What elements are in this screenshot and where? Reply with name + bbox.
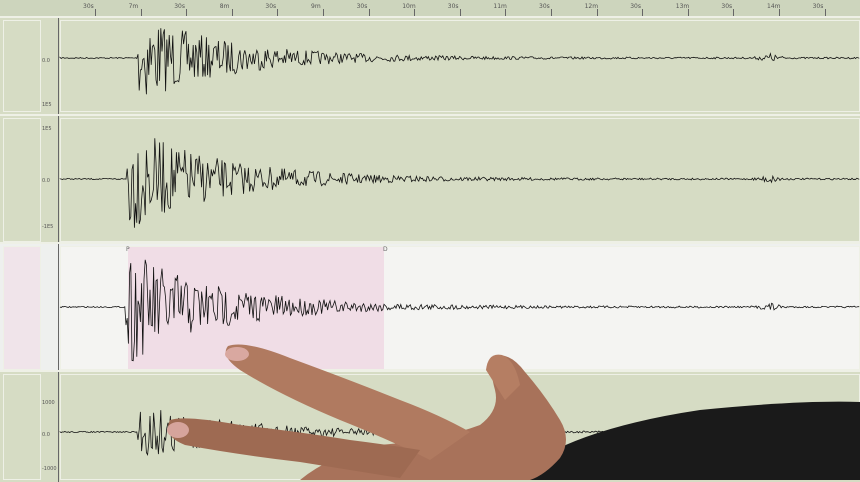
- time-tick-label: 30s: [265, 3, 277, 10]
- time-tick: [779, 9, 780, 17]
- time-tick-label: 30s: [539, 3, 550, 10]
- time-tick-label: 13m: [675, 3, 690, 10]
- channel-label-box: [3, 20, 41, 112]
- thumb: [486, 354, 520, 400]
- channel-label-box: [3, 246, 41, 370]
- hand: [167, 344, 860, 480]
- time-tick-label: 30s: [174, 3, 185, 10]
- index-finger: [225, 344, 470, 460]
- time-tick: [414, 9, 416, 17]
- time-tick: [824, 9, 826, 17]
- channel-label-box: [3, 118, 41, 242]
- seismogram-channel-2: 1E5 0.0 -1E5: [0, 114, 860, 244]
- time-tick: [551, 9, 552, 17]
- time-tick: [186, 9, 188, 17]
- time-tick-label: 11m: [493, 3, 507, 10]
- seismogram-channel-1: 0.0 1E5: [0, 16, 860, 114]
- time-tick: [733, 9, 735, 17]
- trace-area: [60, 246, 860, 370]
- d-marker: D: [383, 246, 388, 253]
- fingernail: [167, 422, 189, 438]
- seismic-trace: [59, 138, 860, 228]
- time-tick-label: 30s: [83, 3, 94, 10]
- time-tick-label: 10m: [402, 3, 416, 10]
- time-tick: [231, 9, 233, 17]
- time-tick: [95, 9, 96, 17]
- amplitude-axis: [42, 372, 59, 482]
- time-tick-label: 30s: [447, 3, 459, 10]
- time-tick-label: 8m: [219, 3, 230, 10]
- time-tick: [596, 9, 598, 17]
- amplitude-axis: [42, 18, 59, 114]
- sleeve: [520, 401, 860, 480]
- time-tick-label: 30s: [721, 3, 733, 10]
- time-tick-label: 30s: [812, 3, 824, 10]
- seismic-trace: [59, 259, 860, 362]
- time-tick-label: 9m: [311, 3, 321, 10]
- y-zero-label: 0.0: [42, 432, 50, 438]
- time-tick: [277, 9, 279, 17]
- seismogram-channel-3-selected[interactable]: P D: [0, 242, 860, 372]
- time-tick-label: 7m: [128, 3, 139, 10]
- time-tick: [459, 9, 461, 17]
- y-top-label: 1E5: [42, 126, 52, 132]
- time-tick-label: 30s: [356, 3, 368, 10]
- y-bottom-label: -1000: [42, 466, 57, 472]
- y-bottom-label: 1E5: [42, 102, 52, 108]
- amplitude-axis: [42, 244, 59, 372]
- y-bottom-label: -1E5: [42, 224, 54, 230]
- time-tick: [368, 9, 370, 17]
- amplitude-axis: [42, 116, 59, 244]
- time-tick: [642, 9, 644, 17]
- y-zero-label: 0.0: [42, 58, 50, 64]
- middle-finger: [167, 418, 420, 478]
- time-tick-label: 30s: [630, 3, 641, 10]
- y-top-label: 1000: [42, 400, 55, 406]
- y-zero-label: 0.0: [42, 178, 50, 184]
- seismic-traces: [59, 28, 860, 456]
- time-tick: [140, 9, 142, 17]
- time-tick-label: 14m: [767, 3, 781, 10]
- time-tick: [505, 9, 507, 17]
- time-tick-label: 12m: [584, 3, 599, 10]
- time-tick: [687, 9, 689, 17]
- fingernail: [225, 347, 249, 361]
- p-phase-marker: P: [126, 246, 130, 253]
- time-tick: [323, 9, 324, 17]
- seismic-trace: [59, 28, 860, 95]
